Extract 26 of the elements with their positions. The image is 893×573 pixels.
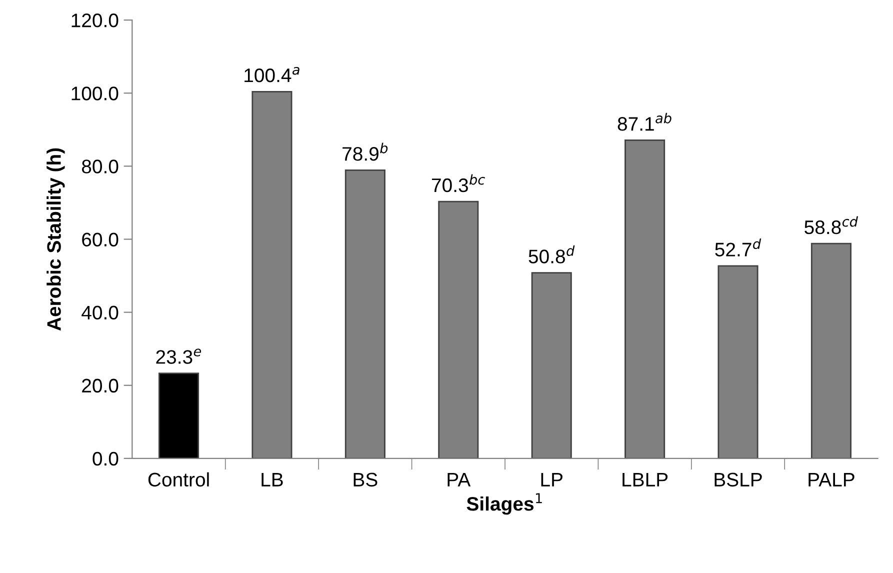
x-tick-label: BS [354,472,378,487]
data-label: 70.3$^{bc}$ [432,174,485,192]
y-tick-label: 120.0 [72,14,118,28]
x-tick-label: BSLP [714,472,762,487]
y-axis-title: Aerobic Stability (h) [46,148,65,331]
data-label: 58.8$^{cd}$ [804,216,858,234]
x-tick-label: LP [541,473,562,486]
x-tick-label: LBLP [622,473,668,486]
bar [158,372,200,458]
data-label: 50.8$^{d}$ [528,245,575,264]
x-axis-title: Silages$^{1}$ [466,493,542,515]
data-label: 23.3$^{e}$ [156,348,202,364]
x-tick-label: PA [448,473,471,486]
data-label: 52.7$^{d}$ [715,238,762,256]
data-label: 100.4$^{a}$ [244,66,300,82]
x-tick-label: PALP [808,473,854,486]
y-tick-label: 60.0 [82,232,118,246]
data-label: 78.9$^{b}$ [342,142,388,161]
x-tick-label: LB [262,473,283,486]
x-tick-label: Control [148,472,209,487]
y-tick-label: 40.0 [82,306,118,320]
y-tick-label: 0.0 [92,452,118,466]
y-tick-label: 100.0 [72,86,118,100]
y-tick-label: 20.0 [82,378,118,393]
y-tick-label: 80.0 [82,160,118,174]
data-label: 87.1$^{ab}$ [618,112,672,131]
